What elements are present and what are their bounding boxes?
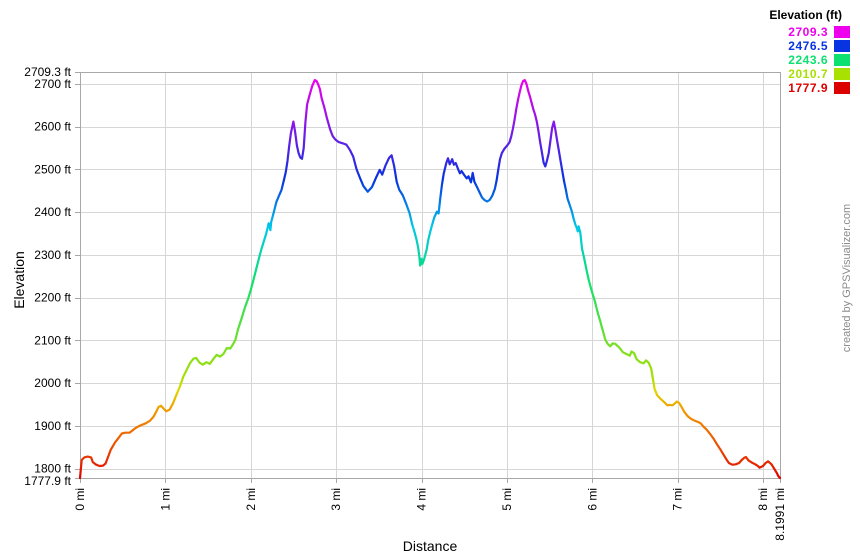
x-tick-label: 8.1991 mi <box>773 488 787 541</box>
legend: Elevation (ft) 2709.3 2476.5 2243.6 2010… <box>769 8 850 95</box>
legend-color-swatch <box>834 40 850 52</box>
x-tick-label: 5 mi <box>500 488 514 511</box>
legend-value: 2709.3 <box>788 25 828 39</box>
legend-color-swatch <box>834 68 850 80</box>
x-axis-title: Distance <box>402 538 458 554</box>
x-tick-label: 8 mi <box>756 488 770 511</box>
x-tick-label: 2 mi <box>244 488 258 511</box>
x-tick-label: 6 mi <box>585 488 599 511</box>
x-tick-label: 1 mi <box>158 488 172 511</box>
y-tick-label: 2600 ft <box>34 120 71 134</box>
y-tick-label: 1900 ft <box>34 419 71 433</box>
x-tick-label: 4 mi <box>415 488 429 511</box>
y-tick-label: 2000 ft <box>34 376 71 390</box>
x-tick-label: 3 mi <box>329 488 343 511</box>
legend-row: 1777.9 <box>769 81 850 95</box>
y-tick-label: 2400 ft <box>34 205 71 219</box>
legend-color-swatch <box>834 26 850 38</box>
legend-value: 2243.6 <box>788 53 828 67</box>
x-tick-label: 0 mi <box>73 488 87 511</box>
legend-value: 1777.9 <box>788 81 828 95</box>
legend-color-swatch <box>834 82 850 94</box>
legend-value: 2010.7 <box>788 67 828 81</box>
y-tick-label: 2709.3 ft <box>24 65 71 79</box>
y-tick-label: 2300 ft <box>34 248 71 262</box>
y-tick-label: 1800 ft <box>34 462 71 476</box>
y-tick-label: 2700 ft <box>34 77 71 91</box>
legend-color-swatch <box>834 54 850 66</box>
x-tick-label: 7 mi <box>671 488 685 511</box>
legend-row: 2476.5 <box>769 39 850 53</box>
y-tick-label: 2500 ft <box>34 162 71 176</box>
y-axis-title: Elevation <box>11 251 27 309</box>
elevation-profile-line <box>78 78 782 480</box>
legend-title: Elevation (ft) <box>769 8 842 22</box>
legend-row: 2010.7 <box>769 67 850 81</box>
watermark-text: created by GPSVisualizer.com <box>841 203 853 353</box>
legend-row: 2243.6 <box>769 53 850 67</box>
y-tick-label: 2100 ft <box>34 333 71 347</box>
y-tick-label: 2200 ft <box>34 291 71 305</box>
plot-frame <box>80 72 781 479</box>
legend-row: 2709.3 <box>769 25 850 39</box>
legend-value: 2476.5 <box>788 39 828 53</box>
y-tick-label: 1777.9 ft <box>24 474 71 488</box>
